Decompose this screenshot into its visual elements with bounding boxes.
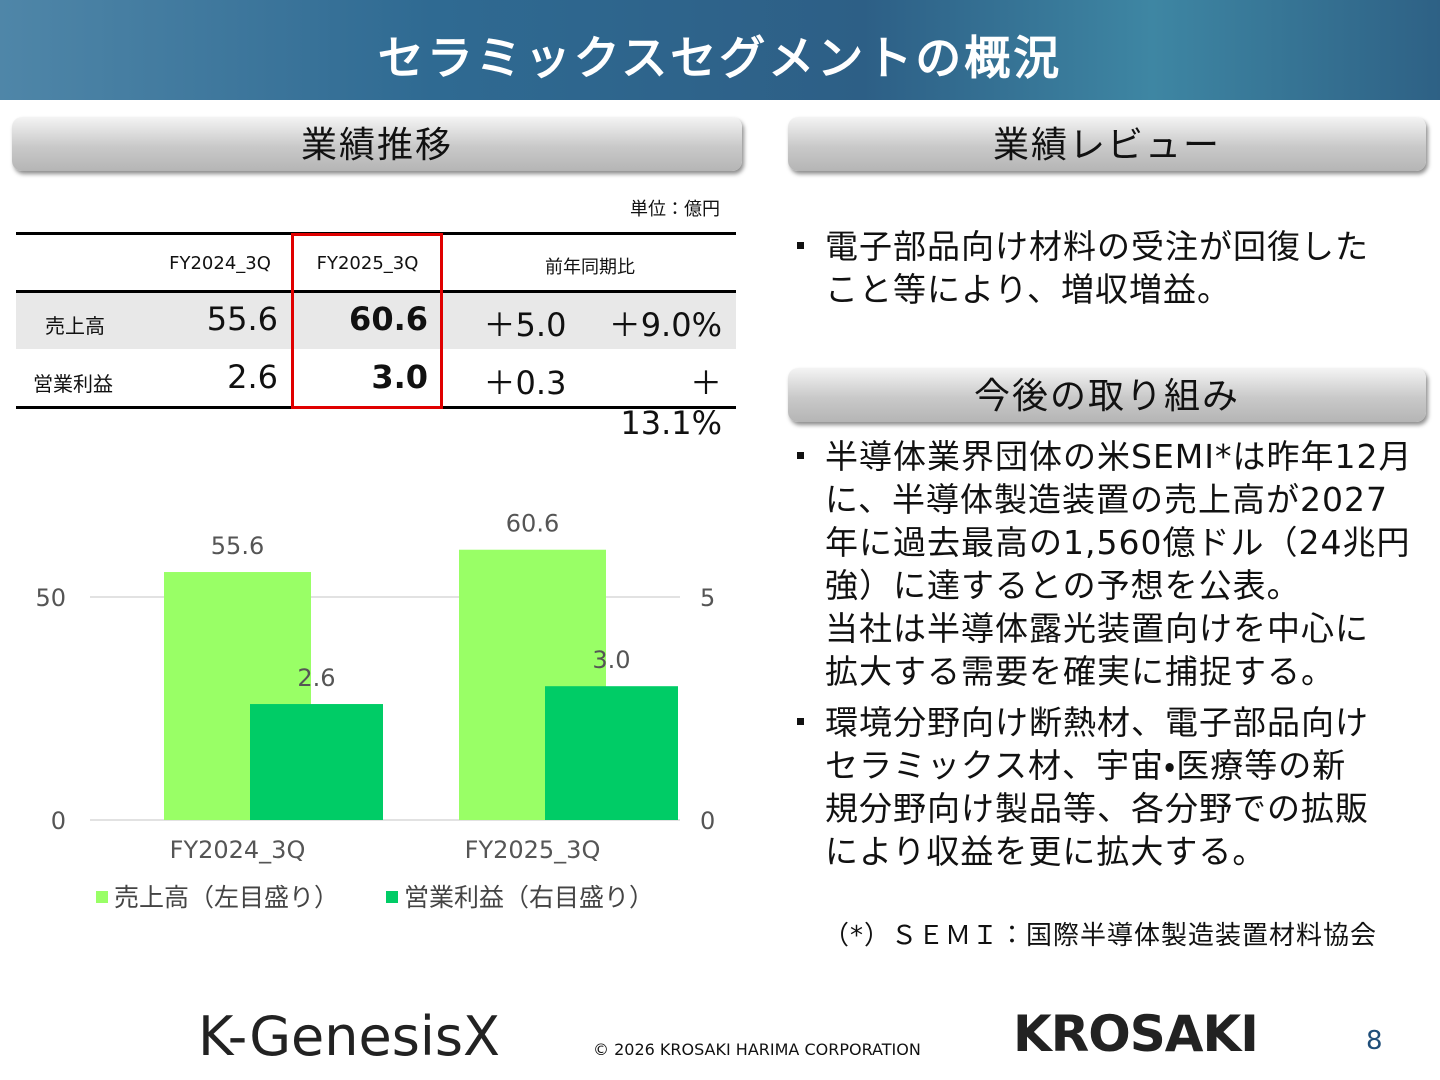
table-cell: ＋13.1% [620,364,722,442]
bullet-line: により収益を更に拡大する。 [825,832,1267,871]
column-header: FY2025_3Q [316,253,419,274]
x-tick-label: FY2024_3Q [170,836,306,864]
legend-swatch [96,891,108,903]
logo: KROSAKI [1013,1005,1259,1063]
header-band [0,0,1440,100]
chart: 0 50 0 5 FY2024_3Q 55.6 2.6 FY2025_3Q 60.6 3.0 売上高… [35,510,715,912]
table-cell: ＋5.0 [483,306,567,344]
bullet-line: 電子部品向け材料の受注が回復した [825,227,1369,266]
data-label: 3.0 [592,646,630,674]
bullet-line: 強）に達するとの予想を公表。 [825,566,1301,605]
unit-label: 単位：億円 [630,199,720,220]
column-header: 前年同期比 [545,257,635,278]
table-cell: ＋9.0% [608,306,722,344]
legend-label: 営業利益（右目盛り） [404,883,654,912]
data-label: 55.6 [211,532,264,560]
bullet-marker [797,452,804,459]
table-cell: 2.6 [227,358,278,396]
y2-tick-label: 5 [700,584,715,612]
row-band [16,291,736,349]
table-cell: 3.0 [371,358,428,396]
bar [545,686,678,820]
bullet-line: 当社は半導体露光装置向けを中心に [825,609,1369,648]
row-label: 営業利益 [33,372,113,396]
bullet-line: に、半導体製造装置の売上高が2027 [825,480,1388,519]
highlight-box [291,233,443,409]
bullet: 半導体業界団体の米SEMI*は昨年12月 に、半導体製造装置の売上高が2027 年に… [795,435,1413,693]
page-number: 8 [1366,1026,1383,1056]
bullet-line: 半導体業界団体の米SEMI*は昨年12月 [825,437,1413,476]
section-title: 今後の取り組み [788,368,1426,422]
section-title: 業績レビュー [788,117,1426,171]
data-label: 2.6 [297,664,335,692]
bullet: 環境分野向け断熱材、電子部品向け セラミックス材、宇宙・医療等の新 規分野向け製品等… [795,701,1413,873]
bullet-list: 電子部品向け材料の受注が回復した こと等により、増収増益。 [795,225,1369,319]
legend-label: 売上高（左目盛り） [114,883,339,912]
bullet-line: 環境分野向け断熱材、電子部品向け [825,703,1369,742]
table-cell: ＋0.3 [483,364,567,402]
slide-title: セラミックスセグメントの概況 [377,31,1063,85]
bullet-marker [797,718,804,725]
bullet-line: 拡大する需要を確実に捕捉する。 [825,652,1335,691]
footnote: （*）ＳＥＭＩ：国際半導体製造装置材料協会 [823,921,1378,951]
bullet-marker [797,242,804,249]
x-tick-label: FY2025_3Q [465,836,601,864]
copyright: © 2026 KROSAKI HARIMA CORPORATION [593,1040,921,1059]
legend-swatch [386,891,398,903]
bullet-line: セラミックス材、宇宙・医療等の新 [825,746,1347,785]
bullet-line: 規分野向け製品等、各分野での拡販 [825,789,1369,828]
y-tick-label: 0 [51,807,66,835]
bullet: 電子部品向け材料の受注が回復した こと等により、増収増益。 [795,225,1369,311]
y2-tick-label: 0 [700,807,715,835]
bullet-line: 年に過去最高の1,560億ドル（24兆円 [825,523,1411,562]
section-title: 業績推移 [12,117,742,171]
y-tick-label: 50 [35,584,66,612]
bullet-list: 半導体業界団体の米SEMI*は昨年12月 に、半導体製造装置の売上高が2027 年に… [795,435,1413,881]
table-cell: 55.6 [206,300,278,338]
row-label: 売上高 [45,314,105,338]
rule [16,290,736,293]
bar [250,704,383,820]
table-cell: 60.6 [349,300,428,338]
data-label: 60.6 [506,510,559,538]
column-header: FY2024_3Q [169,253,271,274]
bullet-line: こと等により、増収増益。 [825,270,1232,309]
logo: K-GenesisX [198,1005,500,1068]
